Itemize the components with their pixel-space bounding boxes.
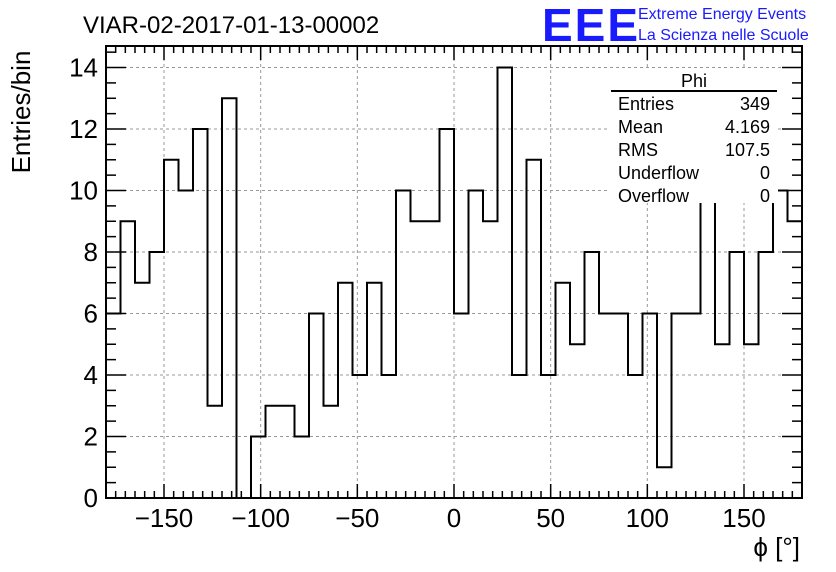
histogram-bin [440, 129, 455, 498]
stats-title: Phi [681, 71, 707, 91]
stats-value: 107.5 [725, 140, 770, 160]
histogram-bin [483, 221, 498, 498]
y-tick-label: 12 [69, 114, 98, 144]
x-axis-label: ϕ [°] [753, 532, 800, 562]
x-tick-label: 100 [626, 503, 669, 533]
histogram-bin [498, 68, 513, 498]
chart-title: VIAR-02-2017-01-13-00002 [83, 12, 379, 39]
x-tick-label: −100 [231, 503, 290, 533]
stats-value: 0 [760, 186, 770, 206]
histogram-bin [411, 221, 426, 498]
y-tick-label: 2 [84, 422, 98, 452]
histogram-bin [686, 314, 701, 498]
histogram-bin [556, 283, 571, 498]
histogram-bin [541, 375, 556, 498]
histogram-bin [701, 191, 716, 498]
stats-label: Underflow [618, 163, 700, 183]
histogram-bin [643, 314, 658, 498]
stats-value: 0 [760, 163, 770, 183]
x-tick-label: 150 [722, 503, 765, 533]
stats-label: RMS [618, 140, 658, 160]
histogram-bin [396, 191, 411, 498]
stats-label: Mean [618, 117, 663, 137]
histogram-bin [744, 344, 759, 498]
histogram-bin [338, 283, 353, 498]
histogram-bin [469, 191, 484, 498]
histogram-bin [222, 98, 237, 498]
stats-value: 4.169 [725, 117, 770, 137]
x-tick-label: 0 [447, 503, 461, 533]
eee-logo-line2: La Scienza nelle Scuole [638, 27, 809, 44]
y-tick-label: 6 [84, 299, 98, 329]
eee-logo-mark: EEE [542, 0, 640, 51]
x-tick-labels: −150 −100 −50 0 50 100 150 [135, 503, 766, 533]
eee-logo-line1: Extreme Energy Events [638, 6, 806, 23]
histogram-bin [527, 160, 542, 498]
x-tick-label: −50 [335, 503, 379, 533]
histogram-bins [105, 66, 802, 499]
stats-box: Phi Entries 349 Mean 4.169 RMS 107.5 Underflow… [610, 68, 778, 206]
histogram-bin [251, 437, 266, 498]
y-tick-labels: 0 2 4 6 8 10 12 14 [69, 53, 98, 513]
histogram-bin [773, 191, 788, 498]
histogram-bin [367, 283, 382, 498]
histogram-bin [599, 314, 614, 498]
y-axis-label: Entries/bin [6, 51, 36, 174]
axis-ticks [106, 46, 802, 499]
stats-label: Overflow [618, 186, 690, 206]
histogram-bin [454, 314, 469, 498]
histogram-bin [672, 314, 687, 498]
x-tick-label: 50 [536, 503, 565, 533]
histogram-bin [324, 406, 339, 498]
histogram-bin [280, 406, 295, 498]
y-tick-label: 10 [69, 176, 98, 206]
histogram-bin [715, 344, 730, 498]
eee-logo: EEE Extreme Energy Events La Scienza nel… [542, 0, 809, 51]
y-tick-label: 14 [69, 53, 98, 83]
histogram-bin [266, 406, 281, 498]
histogram-bin [570, 344, 585, 498]
stats-label: Entries [618, 94, 674, 114]
histogram-bin [309, 314, 324, 498]
y-tick-label: 4 [84, 360, 98, 390]
histogram-bin [193, 129, 208, 498]
histogram-bin [135, 283, 150, 498]
histogram-bin [295, 437, 310, 498]
histogram-bin [614, 314, 629, 498]
histogram-bin [121, 221, 136, 498]
y-tick-label: 8 [84, 237, 98, 267]
histogram-bin [208, 406, 223, 498]
x-tick-label: −150 [135, 503, 194, 533]
histogram-bin [425, 221, 440, 498]
stats-value: 349 [740, 94, 770, 114]
y-tick-label: 0 [84, 483, 98, 513]
histogram-bin [164, 160, 179, 498]
histogram-bin [179, 191, 194, 498]
histogram-bin [657, 467, 672, 498]
